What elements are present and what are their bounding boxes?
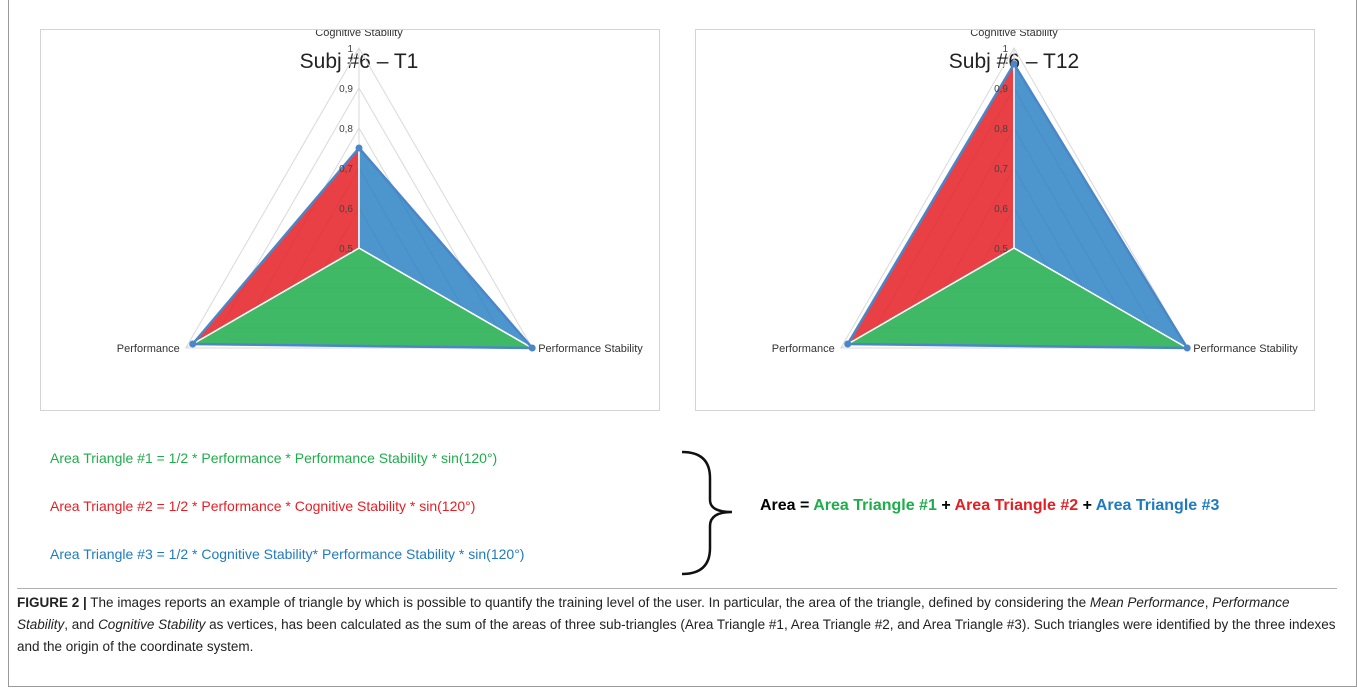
area-sum-plus-1: + bbox=[941, 497, 951, 514]
series-line bbox=[190, 146, 535, 350]
caption-em-mean-performance: Mean Performance bbox=[1089, 595, 1205, 610]
radar-chart-t12: Subj #6 – T12 0,5 0,6 0,7 0,8 0,9 1 Cognitive S… bbox=[695, 29, 1315, 411]
caption-em-performance-stability: Performance Stability bbox=[17, 595, 1290, 632]
tick-label: 0,8 bbox=[994, 124, 1008, 135]
axis-label-performance-stability: Performance Stability bbox=[538, 343, 643, 355]
series-line bbox=[845, 61, 1190, 350]
series-point bbox=[1183, 344, 1191, 352]
caption-text-d: as vertices, has been calculated as the … bbox=[17, 617, 1336, 654]
formula-triangle-1: Area Triangle #1 = 1/2 * Performance * P… bbox=[50, 450, 498, 466]
formula-triangle-2: Area Triangle #2 = 1/2 * Performance * C… bbox=[50, 498, 476, 514]
area-sum-formula: Area = Area Triangle #1 + Area Triangle … bbox=[760, 497, 1219, 515]
tick-label: 1 bbox=[347, 44, 353, 55]
tick-label: 0,7 bbox=[339, 164, 353, 175]
tick-label: 0,5 bbox=[994, 244, 1008, 255]
grid-ring bbox=[839, 46, 1189, 349]
axis-label-performance: Performance bbox=[772, 343, 835, 355]
caption-text-a: The images reports an example of triangl… bbox=[86, 595, 1090, 610]
tick-label: 0,8 bbox=[339, 124, 353, 135]
series-point bbox=[189, 340, 197, 348]
tick-label: 0,9 bbox=[994, 84, 1008, 95]
tick-label: 0,6 bbox=[994, 204, 1008, 215]
area-sum-term-3: Area Triangle #3 bbox=[1095, 497, 1220, 514]
caption-label: FIGURE 2 | bbox=[17, 595, 87, 610]
axis-label-cognitive-stability: Cognitive Stability bbox=[970, 30, 1058, 39]
curly-brace bbox=[681, 450, 733, 576]
series-point bbox=[355, 144, 363, 152]
caption-text-c: , and bbox=[64, 617, 99, 632]
area-sum-term-2: Area Triangle #2 bbox=[954, 497, 1079, 514]
axis-label-cognitive-stability: Cognitive Stability bbox=[315, 30, 403, 39]
caption-text-b: , bbox=[1204, 595, 1213, 610]
area-sum-lhs: Area = bbox=[760, 497, 810, 514]
area-sum-plus-2: + bbox=[1082, 497, 1092, 514]
formula-triangle-3: Area Triangle #3 = 1/2 * Cognitive Stabi… bbox=[50, 546, 525, 562]
grid-ring bbox=[184, 46, 534, 349]
tick-label: 0,9 bbox=[339, 84, 353, 95]
tick-label: 0,5 bbox=[339, 244, 353, 255]
tick-label: 0,7 bbox=[994, 164, 1008, 175]
series-point bbox=[844, 340, 852, 348]
radar-chart-t1: Subj #6 – T1 0,5 0,6 0,7 0,8 0,9 1 Cognitive St… bbox=[40, 29, 660, 411]
figure-caption: FIGURE 2 | The images reports an example… bbox=[17, 588, 1337, 658]
series-point bbox=[528, 344, 536, 352]
tick-label: 1 bbox=[1002, 44, 1008, 55]
series-point bbox=[1010, 60, 1018, 68]
axis-label-performance-stability: Performance Stability bbox=[1193, 343, 1298, 355]
caption-em-cognitive-stability: Cognitive Stability bbox=[98, 617, 206, 632]
axis-label-performance: Performance bbox=[117, 343, 180, 355]
tick-label: 0,6 bbox=[339, 204, 353, 215]
area-sum-term-1: Area Triangle #1 bbox=[813, 497, 937, 514]
